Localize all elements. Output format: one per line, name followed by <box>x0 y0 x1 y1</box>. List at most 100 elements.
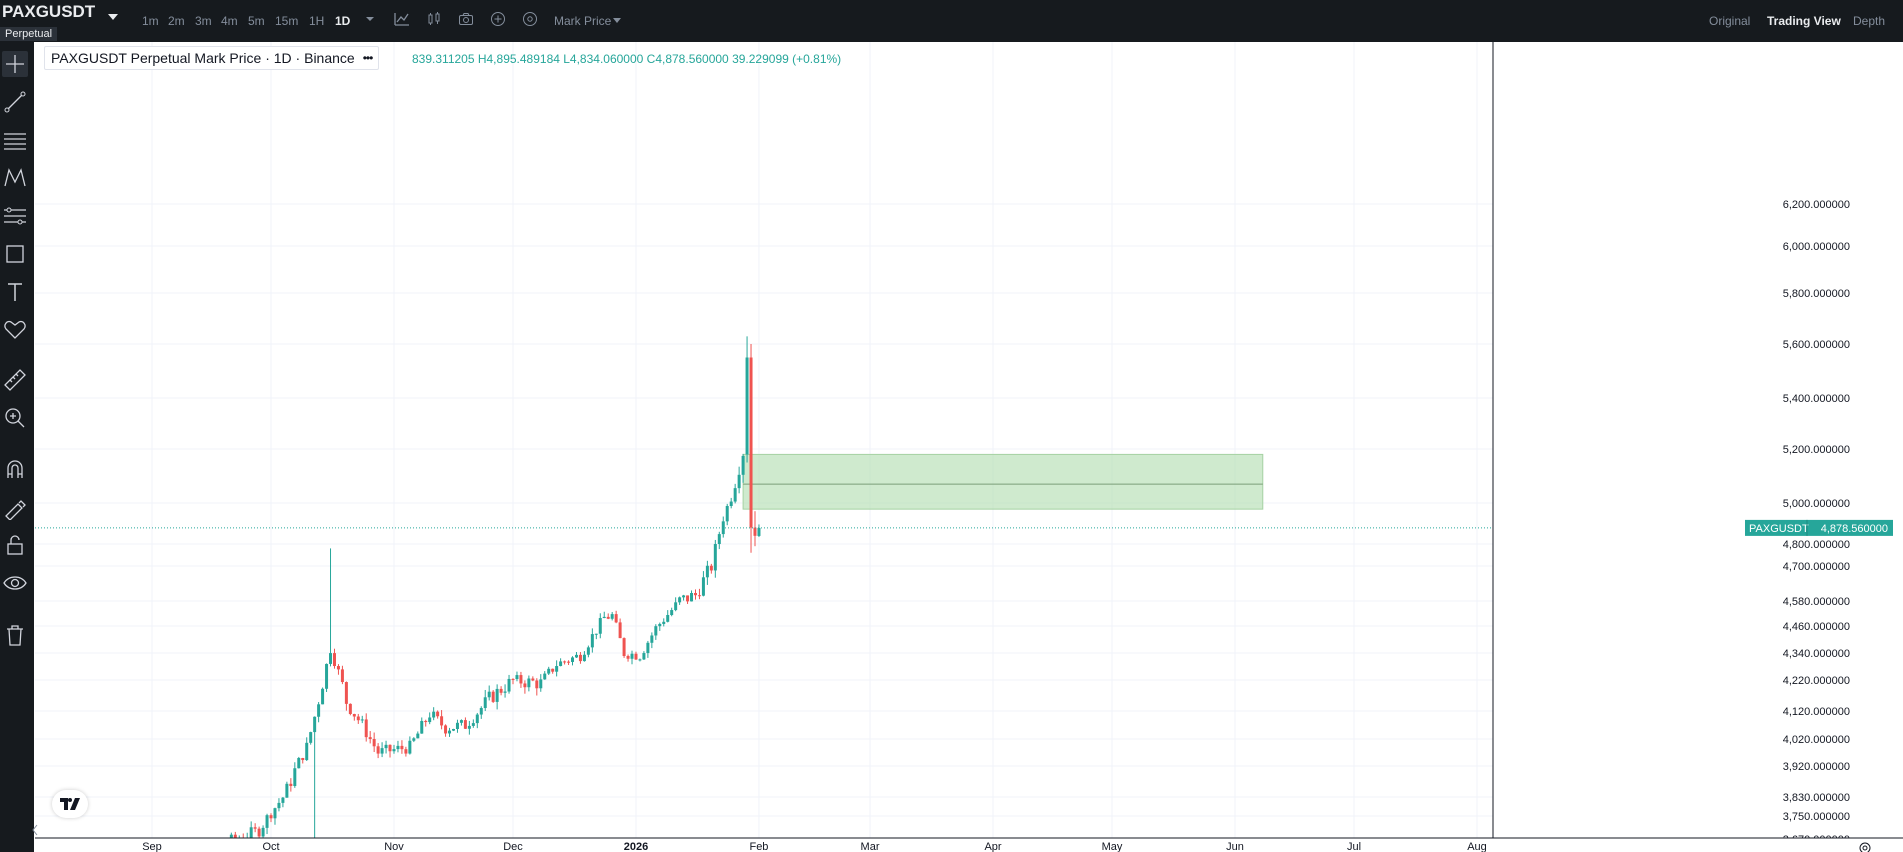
candle <box>729 497 733 509</box>
fib-icon[interactable] <box>2 203 28 229</box>
candle <box>610 612 614 621</box>
candle <box>321 687 325 705</box>
interval-1d[interactable]: 1D <box>335 14 351 28</box>
chart-type-icon[interactable] <box>426 11 442 27</box>
time-tick-label: Jun <box>1226 841 1244 852</box>
candle <box>650 632 654 649</box>
candle <box>662 618 666 627</box>
price-tick-label: 4,800.000000 <box>1783 539 1850 551</box>
time-tick-label: Oct <box>262 841 279 852</box>
time-tick-label: Sep <box>142 841 162 852</box>
interval-2m[interactable]: 2m <box>168 14 185 28</box>
candle <box>317 702 321 723</box>
candle <box>705 560 709 585</box>
candle <box>297 756 301 769</box>
top-toolbar: PAXGUSDT Perpetual 1m 2m 3m 4m 5m 15m 1H… <box>0 0 1903 42</box>
camera-icon[interactable] <box>458 11 474 27</box>
zoom-in-icon[interactable] <box>2 405 28 431</box>
candle <box>340 665 344 685</box>
interval-3m[interactable]: 3m <box>195 14 212 28</box>
symbol-selector[interactable]: PAXGUSDT <box>2 2 96 21</box>
rectangle-icon[interactable] <box>2 241 28 267</box>
lock-drawing-icon[interactable] <box>2 494 28 521</box>
candle <box>511 678 515 685</box>
axis-settings-icon[interactable] <box>1859 842 1871 852</box>
candle <box>499 686 503 696</box>
candle <box>376 743 380 759</box>
candle <box>448 727 452 737</box>
candle <box>658 622 662 631</box>
view-depth[interactable]: Depth <box>1853 14 1886 28</box>
interval-1m[interactable]: 1m <box>142 14 159 28</box>
chart-grid <box>35 42 1493 840</box>
price-tick-label: 5,800.000000 <box>1783 288 1850 300</box>
candle <box>420 717 424 734</box>
heart-icon[interactable] <box>2 317 28 343</box>
chart-legend: PAXGUSDT Perpetual Mark Price · 1D · Bin… <box>44 46 380 70</box>
price-tick-label: 6,000.000000 <box>1783 241 1850 253</box>
candle <box>309 731 313 745</box>
horizontal-lines-icon[interactable] <box>2 127 28 153</box>
price-tick-label: 3,750.000000 <box>1783 811 1850 823</box>
tradingview-logo[interactable] <box>52 790 88 818</box>
candle <box>380 742 384 758</box>
interval-4m[interactable]: 4m <box>221 14 238 28</box>
indicators-icon[interactable] <box>394 11 410 27</box>
candle <box>459 719 463 726</box>
candle <box>471 719 475 728</box>
eye-icon[interactable] <box>2 570 28 596</box>
candle <box>336 664 340 675</box>
view-original[interactable]: Original <box>1709 14 1751 28</box>
trend-line-icon[interactable] <box>2 89 28 115</box>
time-tick-label: Nov <box>384 841 404 852</box>
candle <box>325 663 329 693</box>
candle <box>701 571 705 597</box>
candle <box>281 796 285 808</box>
settings-icon[interactable] <box>522 11 538 27</box>
candle <box>503 684 507 698</box>
candle <box>535 678 539 696</box>
time-tick-label: Mar <box>861 841 880 852</box>
candle <box>614 610 618 624</box>
candle <box>428 712 432 725</box>
candle <box>682 594 686 601</box>
chevron-down-icon[interactable] <box>108 14 118 20</box>
add-icon[interactable] <box>490 11 506 27</box>
price-tick-label: 5,600.000000 <box>1783 339 1850 351</box>
more-intervals-chevron-icon[interactable] <box>362 11 378 27</box>
candle <box>491 690 495 703</box>
interval-1h[interactable]: 1H <box>309 14 325 28</box>
candle <box>713 539 717 578</box>
candle <box>388 744 392 758</box>
candle <box>384 740 388 754</box>
candle <box>555 660 559 677</box>
time-tick-label: Jul <box>1347 841 1361 852</box>
time-tick-label: Dec <box>503 841 523 852</box>
pattern-icon[interactable] <box>2 165 28 191</box>
price-tick-label: 4,700.000000 <box>1783 561 1850 573</box>
price-type-selector[interactable]: Mark Price <box>554 14 622 28</box>
candle <box>507 674 511 694</box>
candle <box>273 807 277 825</box>
price-tick-label: 5,200.000000 <box>1783 444 1850 456</box>
collapse-toolbar-icon[interactable] <box>31 824 39 836</box>
text-icon[interactable] <box>2 279 28 305</box>
candle <box>578 652 582 664</box>
candle <box>693 589 697 600</box>
price-chart[interactable]: 6,200.000000 6,000.000000 5,800.000000 5,60… <box>35 42 1903 852</box>
more-options-icon[interactable]: ••• <box>362 51 374 65</box>
candle <box>289 778 293 792</box>
legend-title[interactable]: PAXGUSDT Perpetual Mark Price · 1D · Bin… <box>51 50 355 66</box>
interval-15m[interactable]: 15m <box>275 14 299 28</box>
view-trading-view[interactable]: Trading View <box>1767 14 1841 28</box>
ruler-icon[interactable] <box>2 367 28 393</box>
candle <box>709 563 713 574</box>
candle <box>392 744 396 754</box>
trash-icon[interactable] <box>2 622 28 648</box>
candle <box>356 713 360 724</box>
lock-icon[interactable] <box>2 532 28 558</box>
candle <box>686 595 690 604</box>
magnet-icon[interactable] <box>2 456 28 482</box>
crosshair-icon[interactable] <box>2 51 28 77</box>
interval-5m[interactable]: 5m <box>248 14 265 28</box>
